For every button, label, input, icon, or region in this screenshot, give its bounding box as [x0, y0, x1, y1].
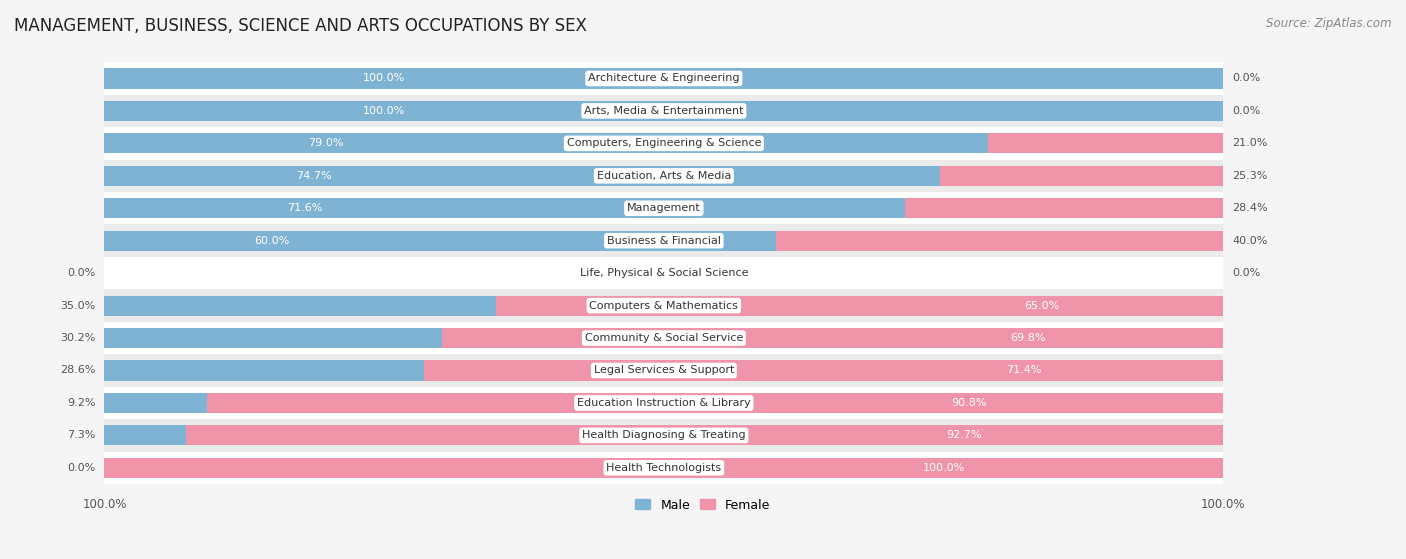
Text: Computers & Mathematics: Computers & Mathematics: [589, 301, 738, 311]
Bar: [941, 166, 1223, 186]
Bar: [104, 458, 1223, 478]
Text: 40.0%: 40.0%: [1232, 236, 1268, 246]
Bar: [104, 94, 1223, 127]
Text: 9.2%: 9.2%: [67, 398, 96, 408]
Bar: [425, 361, 1223, 381]
Text: Community & Social Service: Community & Social Service: [585, 333, 742, 343]
Bar: [104, 198, 905, 219]
Text: MANAGEMENT, BUSINESS, SCIENCE AND ARTS OCCUPATIONS BY SEX: MANAGEMENT, BUSINESS, SCIENCE AND ARTS O…: [14, 17, 586, 35]
Bar: [104, 322, 1223, 354]
Bar: [208, 393, 1223, 413]
Text: 25.3%: 25.3%: [1232, 171, 1268, 181]
Bar: [104, 101, 1223, 121]
Text: 0.0%: 0.0%: [1232, 106, 1260, 116]
Text: 0.0%: 0.0%: [67, 268, 96, 278]
Text: Management: Management: [627, 203, 700, 213]
Text: Legal Services & Support: Legal Services & Support: [593, 366, 734, 376]
Text: 100.0%: 100.0%: [922, 463, 965, 473]
Text: 69.8%: 69.8%: [1011, 333, 1046, 343]
Bar: [104, 452, 1223, 484]
Text: 74.7%: 74.7%: [295, 171, 332, 181]
Bar: [496, 296, 1223, 316]
Text: Health Diagnosing & Treating: Health Diagnosing & Treating: [582, 430, 745, 440]
Text: Source: ZipAtlas.com: Source: ZipAtlas.com: [1267, 17, 1392, 30]
Legend: Male, Female: Male, Female: [630, 494, 776, 517]
Text: 0.0%: 0.0%: [1232, 73, 1260, 83]
Bar: [104, 296, 496, 316]
Text: Education, Arts & Media: Education, Arts & Media: [596, 171, 731, 181]
Text: 71.4%: 71.4%: [1005, 366, 1042, 376]
Text: Arts, Media & Entertainment: Arts, Media & Entertainment: [583, 106, 744, 116]
Bar: [104, 231, 776, 251]
Bar: [104, 133, 988, 153]
Text: Business & Financial: Business & Financial: [607, 236, 721, 246]
Text: 79.0%: 79.0%: [308, 139, 343, 148]
Text: 28.6%: 28.6%: [60, 366, 96, 376]
Bar: [104, 393, 208, 413]
Text: 35.0%: 35.0%: [60, 301, 96, 311]
Bar: [104, 192, 1223, 225]
Bar: [104, 290, 1223, 322]
Bar: [443, 328, 1223, 348]
Text: 0.0%: 0.0%: [1232, 268, 1260, 278]
Bar: [104, 159, 1223, 192]
Text: Education Instruction & Library: Education Instruction & Library: [576, 398, 751, 408]
Text: Health Technologists: Health Technologists: [606, 463, 721, 473]
Bar: [104, 127, 1223, 159]
Bar: [104, 354, 1223, 387]
Bar: [905, 198, 1223, 219]
Text: 7.3%: 7.3%: [67, 430, 96, 440]
Text: 0.0%: 0.0%: [67, 463, 96, 473]
Bar: [104, 225, 1223, 257]
Text: 90.8%: 90.8%: [952, 398, 987, 408]
Text: 21.0%: 21.0%: [1232, 139, 1268, 148]
Text: Life, Physical & Social Science: Life, Physical & Social Science: [579, 268, 748, 278]
Text: 28.4%: 28.4%: [1232, 203, 1268, 213]
Text: 71.6%: 71.6%: [287, 203, 322, 213]
Text: 92.7%: 92.7%: [946, 430, 981, 440]
Bar: [104, 257, 1223, 290]
Bar: [104, 62, 1223, 94]
Bar: [104, 419, 1223, 452]
Text: 60.0%: 60.0%: [254, 236, 290, 246]
Bar: [776, 231, 1223, 251]
Bar: [104, 425, 186, 446]
Text: 30.2%: 30.2%: [60, 333, 96, 343]
Bar: [186, 425, 1223, 446]
Bar: [104, 387, 1223, 419]
Bar: [104, 361, 425, 381]
Bar: [988, 133, 1223, 153]
Text: 100.0%: 100.0%: [363, 106, 405, 116]
Text: Architecture & Engineering: Architecture & Engineering: [588, 73, 740, 83]
Bar: [104, 328, 443, 348]
Text: 100.0%: 100.0%: [363, 73, 405, 83]
Text: Computers, Engineering & Science: Computers, Engineering & Science: [567, 139, 761, 148]
Bar: [104, 166, 941, 186]
Text: 65.0%: 65.0%: [1024, 301, 1059, 311]
Bar: [104, 68, 1223, 88]
